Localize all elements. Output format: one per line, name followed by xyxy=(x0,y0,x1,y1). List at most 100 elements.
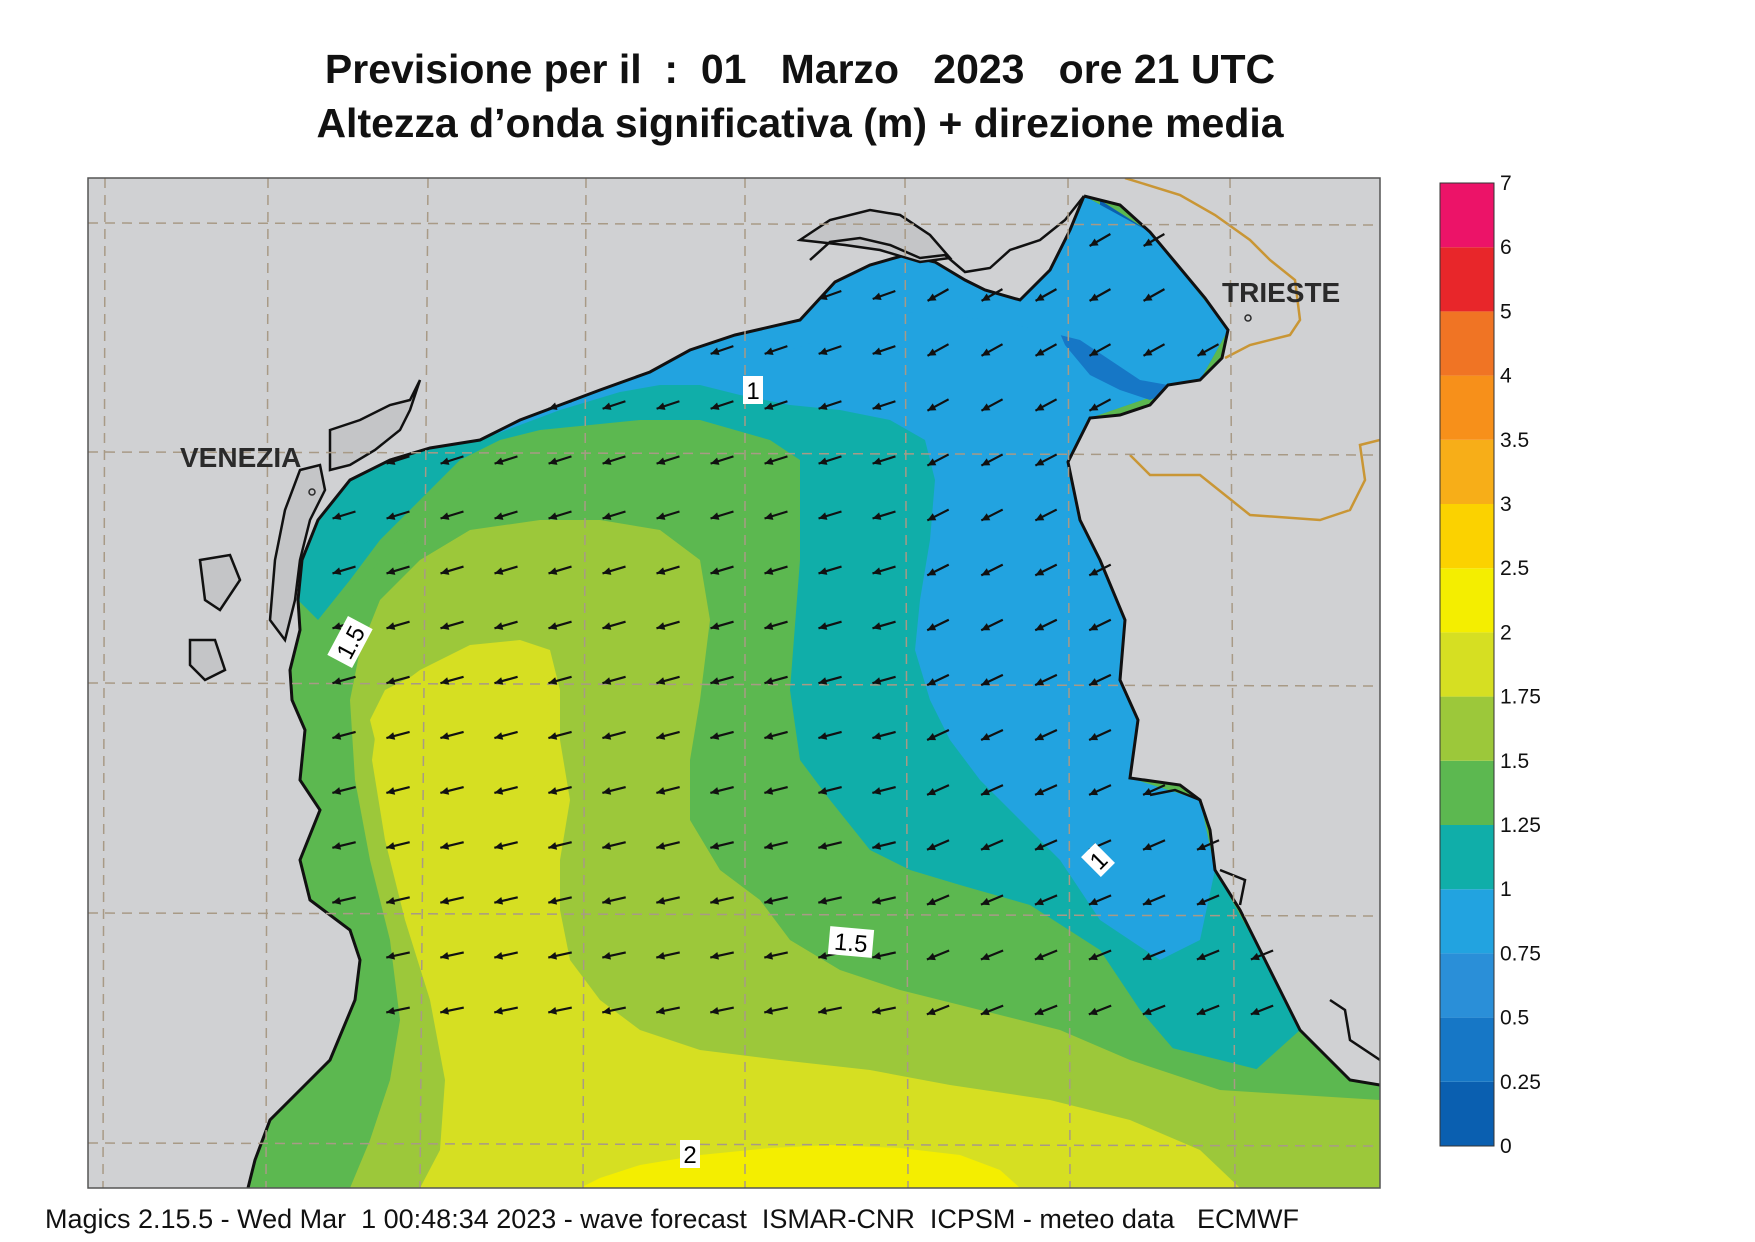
legend-level-label: 1.25 xyxy=(1500,814,1541,837)
wave-arrow-head xyxy=(548,567,558,575)
wave-arrow-head xyxy=(981,733,991,741)
wave-arrow-head xyxy=(332,677,342,685)
wave-arrow-head xyxy=(818,951,828,960)
wave-arrow-head xyxy=(1196,952,1206,961)
wave-arrow-head xyxy=(764,567,774,575)
wave-arrow-head xyxy=(440,951,450,960)
wave-arrow-head xyxy=(764,347,774,355)
wave-arrow-head xyxy=(494,457,504,465)
wave-arrow-head xyxy=(1089,238,1099,246)
wave-arrow-head xyxy=(656,1006,665,1015)
wave-arrow-head xyxy=(494,842,504,850)
legend-level-label: 2.5 xyxy=(1500,557,1529,580)
wave-arrow-head xyxy=(548,402,558,410)
legend-level-label: 4 xyxy=(1500,365,1512,388)
wave-arrow-head xyxy=(980,842,990,851)
wave-arrow-head xyxy=(927,403,937,411)
wave-arrow-head xyxy=(764,1006,773,1015)
wave-arrow-head xyxy=(927,788,937,796)
wave-arrow-head xyxy=(602,732,612,740)
wave-arrow-head xyxy=(1142,1007,1152,1016)
wave-arrow-head xyxy=(440,732,450,740)
wave-arrow-head xyxy=(710,732,720,740)
map-frame xyxy=(87,177,1381,1189)
wave-arrow-head xyxy=(1089,733,1099,741)
wave-arrow-head xyxy=(981,678,991,686)
wave-arrow-head xyxy=(1035,293,1045,301)
wave-arrow-head xyxy=(1035,733,1045,741)
wave-arrow-head xyxy=(656,732,666,740)
wave-arrow-head xyxy=(386,787,396,795)
wave-arrow-head xyxy=(981,568,991,576)
wave-arrow-head xyxy=(602,457,612,465)
wave-arrow-head xyxy=(656,842,666,850)
wave-arrow-head xyxy=(332,842,342,850)
wave-arrow-head xyxy=(710,897,720,905)
wave-arrow-head xyxy=(494,951,504,960)
wave-arrow-head xyxy=(602,567,612,575)
svg-text:1: 1 xyxy=(746,378,759,405)
legend-level-label: 3.5 xyxy=(1500,429,1529,452)
svg-text:2: 2 xyxy=(683,1142,696,1169)
wave-arrow-head xyxy=(332,787,342,795)
wave-arrow-head xyxy=(548,842,558,850)
wave-arrow-head xyxy=(656,951,666,960)
wave-arrow-head xyxy=(872,951,882,960)
wave-arrow-head xyxy=(818,677,828,685)
wave-arrow-head xyxy=(764,677,774,685)
band-0.75-1 xyxy=(480,196,1228,960)
title-line-2: Altezza d’onda significativa (m) + direz… xyxy=(316,100,1284,146)
legend-swatch xyxy=(1440,1017,1494,1082)
wave-arrow-head xyxy=(548,951,558,960)
legend-swatch xyxy=(1440,696,1494,761)
wave-arrow-head xyxy=(332,622,342,630)
legend-swatch xyxy=(1440,760,1494,825)
wave-arrow-head xyxy=(548,677,558,685)
wave-arrow-head xyxy=(926,952,936,961)
wave-arrow-head xyxy=(818,347,828,355)
legend-level-label: 0.75 xyxy=(1500,942,1541,965)
city-marker-trieste xyxy=(1244,314,1252,322)
wave-arrow-head xyxy=(656,677,666,685)
wave-arrow-head xyxy=(1197,348,1207,356)
city-label-venezia: VENEZIA xyxy=(180,442,301,473)
wave-arrow-head xyxy=(386,732,396,740)
wave-arrow-head xyxy=(440,897,450,905)
wave-arrow-head xyxy=(548,1006,557,1015)
wave-arrow-head xyxy=(981,623,991,631)
national-border xyxy=(1124,178,1380,522)
wave-arrow-head xyxy=(1034,952,1044,961)
wave-arrow-head xyxy=(602,1006,611,1015)
wave-arrow-head xyxy=(981,293,991,301)
wave-arrow-head xyxy=(332,897,342,905)
legend-level-label: 0.5 xyxy=(1500,1007,1529,1030)
contour-label: 2 xyxy=(680,1140,700,1169)
legend-level-label: 1.5 xyxy=(1500,750,1529,773)
wave-arrow-head xyxy=(818,292,828,300)
band-1.75-2 xyxy=(372,640,1240,1188)
wave-arrow-head xyxy=(818,567,828,575)
wave-arrow-head xyxy=(981,788,991,796)
legend-frame xyxy=(1439,182,1495,1147)
title-line-1: Previsione per il : 01 Marzo 2023 ore 21… xyxy=(324,46,1276,92)
wave-arrow-head xyxy=(494,1006,503,1015)
wave-arrow-head xyxy=(1035,623,1045,631)
wave-arrow-head xyxy=(872,732,882,740)
wave-arrow-head xyxy=(386,1006,395,1015)
wave-direction-arrows xyxy=(332,233,1274,1016)
legend-level-label: 0 xyxy=(1500,1135,1512,1158)
footer-credits: Magics 2.15.5 - Wed Mar 1 00:48:34 2023 … xyxy=(45,1204,1299,1234)
wave-arrow-head xyxy=(548,897,558,905)
legend-swatch xyxy=(1440,889,1494,954)
wave-arrow-head xyxy=(1142,952,1152,961)
wave-arrow-head xyxy=(981,403,991,411)
wave-arrow-head xyxy=(1143,293,1153,301)
wave-arrow-head xyxy=(548,787,558,795)
wave-arrow-head xyxy=(872,347,882,355)
wave-arrow-head xyxy=(1088,897,1098,906)
wave-arrow-head xyxy=(980,1007,990,1016)
wave-arrow-head xyxy=(1089,568,1099,576)
wave-arrow-head xyxy=(386,622,396,630)
wave-arrow-head xyxy=(872,897,882,905)
